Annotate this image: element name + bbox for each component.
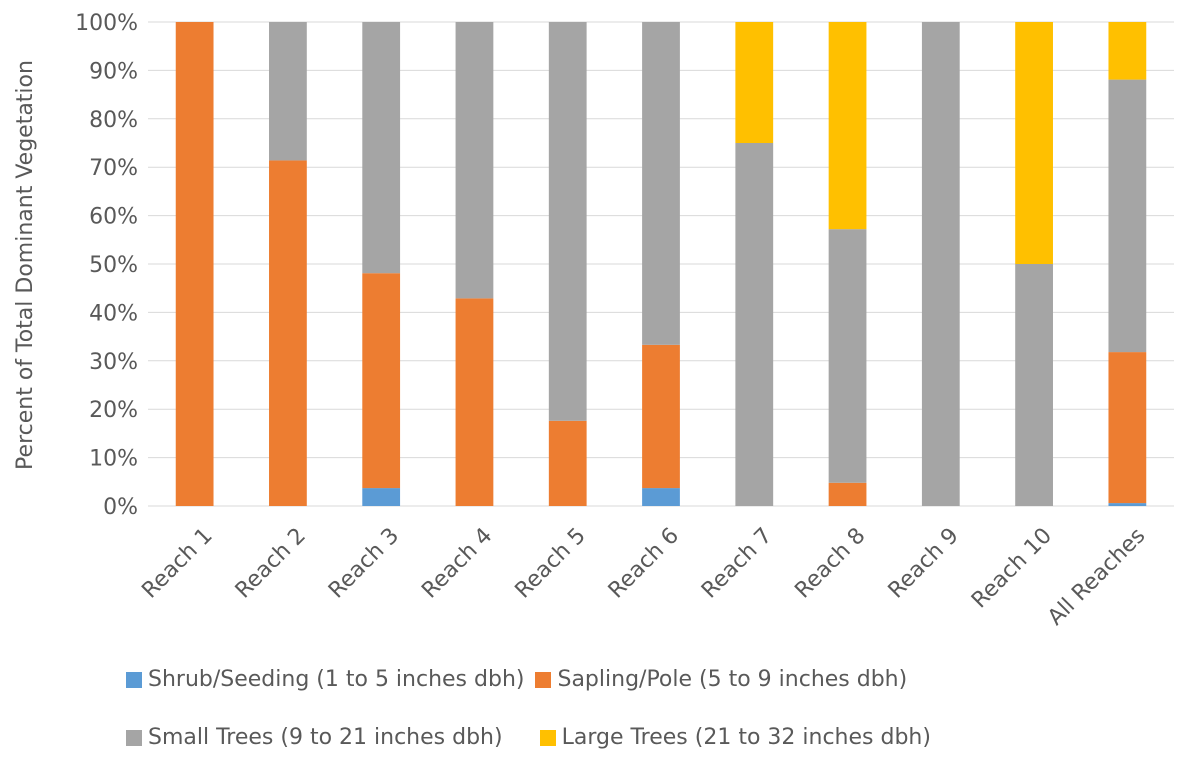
legend-item-small-trees: Small Trees (9 to 21 inches dbh) <box>126 725 503 750</box>
legend-label-shrub: Shrub/Seeding (1 to 5 inches dbh) <box>148 667 525 692</box>
bar-segment <box>1108 79 1147 353</box>
y-tick-label: 20% <box>89 398 138 423</box>
x-category-label: Reach 2 <box>231 523 311 603</box>
y-tick-label: 40% <box>89 301 138 326</box>
bar-segment <box>1015 22 1053 264</box>
x-axis-category-labels: Reach 1 Reach 2 Reach 3 Reach 4 Reach 5 Reach… <box>137 523 1150 630</box>
bar-segment <box>828 482 867 506</box>
bar-segment <box>269 22 307 161</box>
y-tick-label: 60% <box>89 205 138 230</box>
y-tick-label: 70% <box>89 156 138 181</box>
bar-segment <box>548 22 587 421</box>
legend-swatch-sapling <box>535 671 552 688</box>
legend-item-sapling: Sapling/Pole (5 to 9 inches dbh) <box>535 667 907 692</box>
y-tick-label: 30% <box>89 350 138 375</box>
bar-segment <box>735 143 774 506</box>
bar-segment <box>1108 352 1147 504</box>
bar-segment <box>828 229 867 483</box>
bar-segment <box>362 488 401 506</box>
legend-item-shrub: Shrub/Seeding (1 to 5 inches dbh) <box>126 667 524 692</box>
bar-segment <box>175 22 214 506</box>
bar-segment <box>642 22 680 345</box>
bar-segment <box>548 420 587 506</box>
bar-segment <box>1015 264 1053 506</box>
y-tick-label: 90% <box>89 59 138 84</box>
y-tick-label: 50% <box>89 253 138 278</box>
bar-segment <box>1108 503 1147 506</box>
y-tick-label: 10% <box>89 447 138 472</box>
x-category-label: Reach 1 <box>137 523 217 603</box>
y-axis-tick-labels: 0% 10% 20% 30% 40% 50% 60% 70% 80% 90% 100% <box>75 11 138 520</box>
legend-label-sapling: Sapling/Pole (5 to 9 inches dbh) <box>557 667 908 692</box>
bar-segment <box>269 160 307 506</box>
legend-row-1: Shrub/Seeding (1 to 5 inches dbh) Saplin… <box>126 667 907 694</box>
bar-segment <box>362 273 401 489</box>
legend-label-small-trees: Small Trees (9 to 21 inches dbh) <box>148 725 503 750</box>
x-category-label: Reach 3 <box>324 523 404 603</box>
legend-swatch-large-trees <box>539 729 556 746</box>
bars <box>175 22 1147 506</box>
legend-row-2: Small Trees (9 to 21 inches dbh) Large T… <box>126 725 931 752</box>
x-category-label: All Reaches <box>1043 523 1150 630</box>
legend-label-large-trees: Large Trees (21 to 32 inches dbh) <box>561 725 931 750</box>
x-category-label: Reach 8 <box>790 523 870 603</box>
bar-segment <box>1108 22 1147 80</box>
bar-segment <box>455 22 494 299</box>
y-tick-label: 0% <box>103 495 138 520</box>
bar-segment <box>642 488 680 506</box>
bar-segment <box>735 22 774 143</box>
bar-segment <box>828 22 867 230</box>
legend-item-large-trees: Large Trees (21 to 32 inches dbh) <box>539 725 931 750</box>
bar-segment <box>362 22 401 274</box>
bar-segment <box>455 298 494 506</box>
x-category-label: Reach 10 <box>967 523 1057 613</box>
y-tick-label: 100% <box>75 11 138 36</box>
x-category-label: Reach 4 <box>417 523 497 603</box>
legend-swatch-small-trees <box>126 729 142 746</box>
x-category-label: Reach 5 <box>511 523 591 603</box>
legend-swatch-shrub <box>126 671 142 688</box>
y-axis-title: Percent of Total Dominant Vegetation <box>13 60 38 470</box>
x-category-label: Reach 9 <box>884 523 964 603</box>
x-category-label: Reach 7 <box>697 523 777 603</box>
bar-segment <box>921 22 960 506</box>
x-category-label: Reach 6 <box>604 523 684 603</box>
bar-segment <box>642 344 680 489</box>
y-tick-label: 80% <box>89 108 138 133</box>
